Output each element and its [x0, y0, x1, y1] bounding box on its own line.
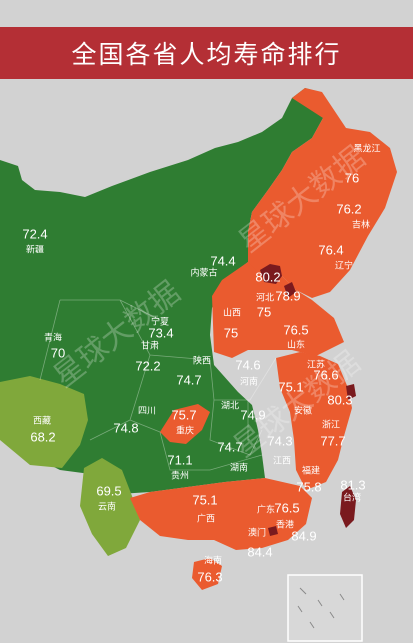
shaanxi-name: 陕西 — [192, 355, 212, 366]
yunnan-value: 69.5 — [96, 483, 122, 499]
yunnan-region — [80, 458, 140, 556]
guizhou-name: 贵州 — [170, 470, 190, 481]
ningxia-value: 73.4 — [148, 325, 174, 341]
hubei-value: 74.9 — [240, 407, 266, 423]
hebei-name: 河北 — [255, 292, 275, 303]
south-china-sea-inset — [287, 574, 363, 642]
title-banner: 全国各省人均寿命排行 — [0, 27, 413, 79]
shandong-value: 76.5 — [283, 322, 309, 338]
macau-name: 澳门 — [247, 527, 267, 538]
jilin-name: 吉林 — [351, 219, 371, 230]
northeast-orange-region — [248, 88, 397, 298]
hebei-value: 75 — [256, 304, 272, 320]
hainan-name: 海南 — [203, 555, 223, 566]
macau-value: 84.4 — [247, 544, 273, 560]
liaoning-name: 辽宁 — [334, 260, 354, 271]
tianjin-value: 78.9 — [275, 288, 301, 304]
guangdong-value: 76.5 — [274, 500, 300, 516]
jilin-value: 76.2 — [336, 201, 362, 217]
hubei-name: 湖北 — [220, 400, 240, 411]
heilongjiang-name: 黑龙江 — [353, 143, 381, 154]
shanghai-value: 80.3 — [327, 392, 353, 408]
qinghai-name: 青海 — [43, 332, 63, 343]
qinghai-value: 70 — [50, 345, 66, 361]
xizang-name: 西藏 — [32, 415, 52, 426]
taiwan-region — [340, 486, 356, 528]
xinjiang-value: 72.4 — [22, 226, 48, 242]
taiwan-value: 81.3 — [340, 477, 366, 493]
henan-value: 74.6 — [235, 357, 261, 373]
province-border-lines — [39, 299, 277, 471]
heilongjiang-value: 76 — [344, 170, 360, 186]
xinjiang-name: 新疆 — [25, 244, 45, 255]
shanxi-name: 山西 — [222, 307, 242, 318]
zhejiang-value: 77.7 — [320, 433, 346, 449]
south-orange-region — [130, 478, 312, 550]
hongkong-value: 84.9 — [291, 528, 317, 544]
hainan-value: 76.3 — [197, 569, 223, 585]
guangxi-name: 广西 — [196, 513, 216, 524]
anhui-name: 安徽 — [293, 405, 313, 416]
anhui-value: 75.1 — [278, 379, 304, 395]
hunan-name: 湖南 — [229, 462, 249, 473]
xizang-region — [0, 376, 88, 468]
sichuan-value: 74.8 — [113, 420, 139, 436]
neimenggu-value: 74.4 — [210, 253, 236, 269]
beijing-region — [260, 264, 282, 284]
shanxi-value: 75 — [223, 325, 239, 341]
xizang-value: 68.2 — [30, 429, 56, 445]
shanghai-region — [346, 384, 356, 400]
shandong-name: 山东 — [286, 339, 306, 350]
ningxia-name: 宁夏 — [150, 316, 170, 327]
liaoning-value: 76.4 — [318, 242, 344, 258]
mainland-green-region — [0, 88, 323, 494]
henan-name: 河南 — [239, 376, 259, 387]
chongqing-name: 重庆 — [175, 425, 195, 436]
guangxi-value: 75.1 — [192, 492, 218, 508]
hainan-region — [192, 558, 222, 590]
taiwan-name: 台湾 — [342, 492, 362, 503]
neimenggu-name: 内蒙古 — [190, 267, 218, 278]
fujian-name: 福建 — [301, 465, 321, 476]
hongkong-region — [268, 526, 278, 536]
inset-island-marks — [297, 587, 345, 629]
guangdong-name: 广东 — [256, 504, 276, 515]
jiangxi-value: 74.3 — [267, 433, 293, 449]
jiangxi-name: 江西 — [272, 455, 292, 466]
chongqing-region — [160, 404, 210, 444]
yunnan-name: 云南 — [97, 501, 117, 512]
beijing-value: 80.2 — [255, 269, 281, 285]
hunan-value: 74.7 — [217, 439, 243, 455]
guizhou-value: 71.1 — [167, 452, 193, 468]
sichuan-name: 四川 — [137, 405, 157, 416]
chongqing-value: 75.7 — [171, 407, 197, 423]
shaanxi-value: 74.7 — [176, 372, 202, 388]
east-coast-orange-region — [276, 352, 352, 490]
gansu-value: 72.2 — [135, 358, 161, 374]
fujian-value: 75.8 — [296, 479, 322, 495]
jiangsu-value: 76.6 — [313, 367, 339, 383]
shanxi-hebei-orange-region — [212, 262, 344, 358]
gansu-name: 甘肃 — [140, 340, 160, 351]
hongkong-name: 香港 — [275, 519, 295, 530]
tianjin-region — [284, 282, 296, 298]
zhejiang-name: 浙江 — [321, 419, 341, 430]
map-title: 全国各省人均寿命排行 — [71, 40, 342, 69]
jiangsu-name: 江苏 — [306, 359, 326, 370]
